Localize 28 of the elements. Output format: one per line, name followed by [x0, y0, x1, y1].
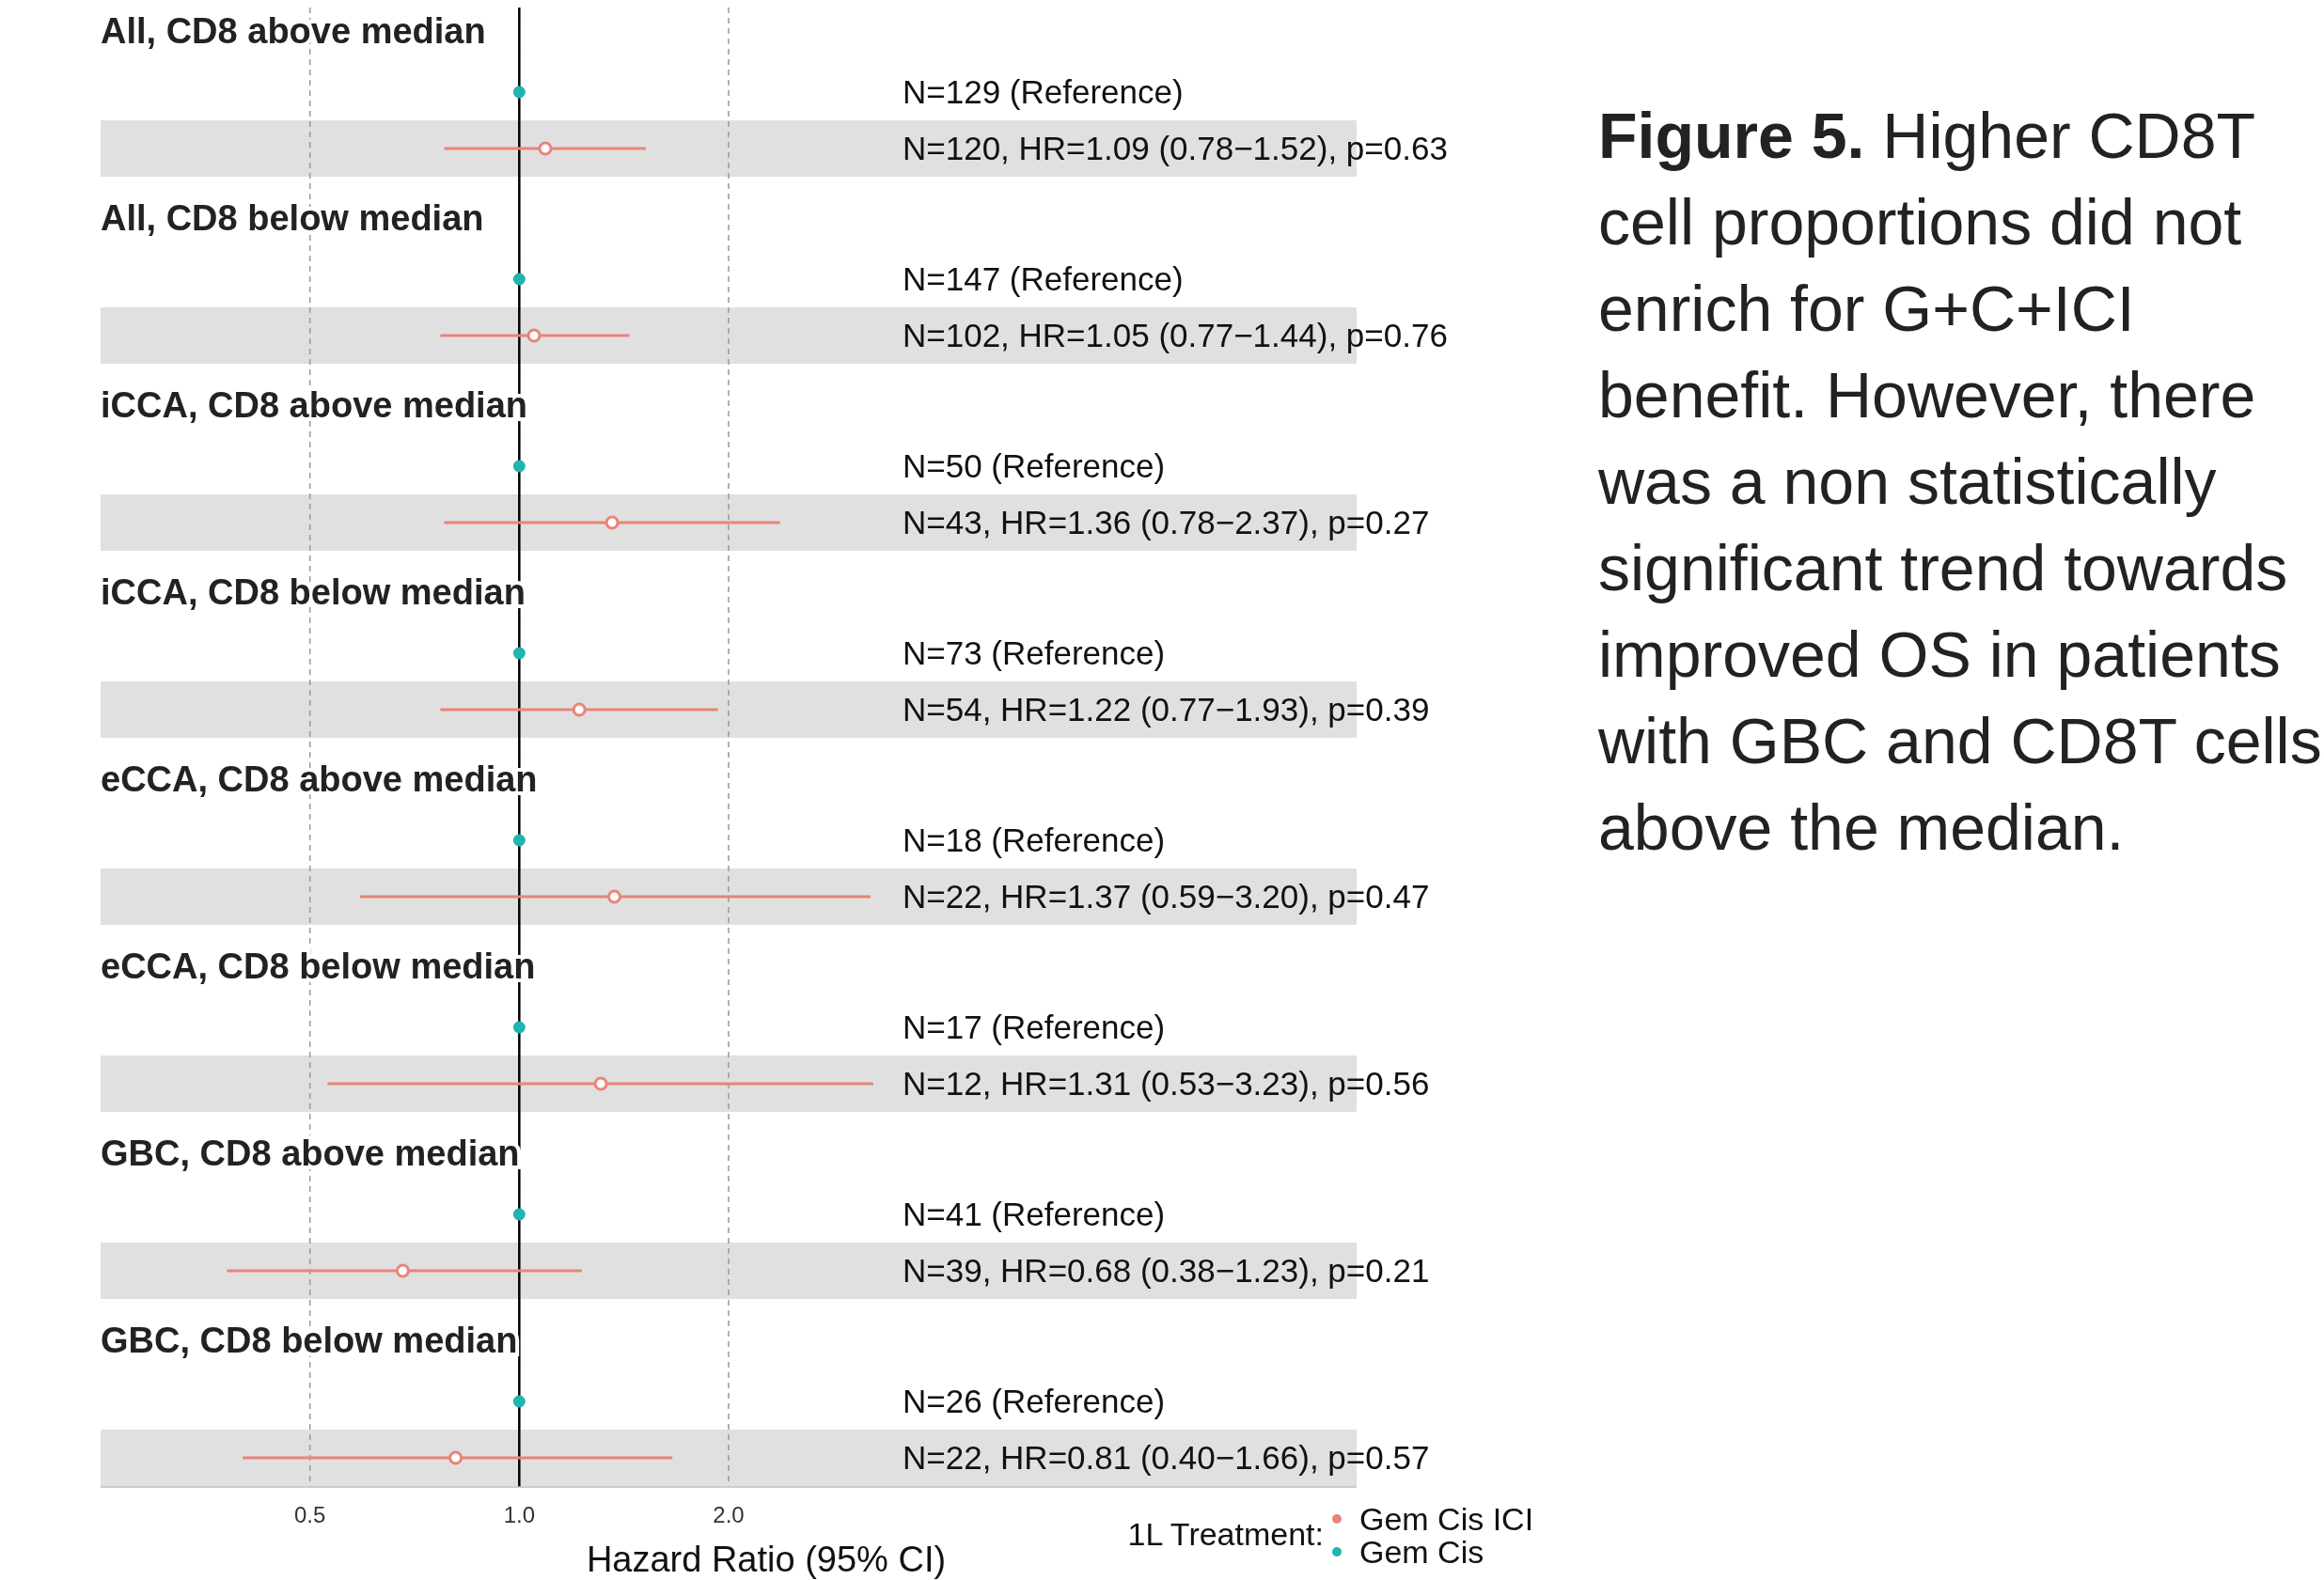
y-tick-label: N=102, HR=1.05 (0.77−1.44), p=0.76 — [903, 317, 1448, 353]
y-tick-label: N=17 (Reference) — [903, 1009, 1166, 1045]
annotation: GBC, CD8 below median — [101, 1321, 518, 1360]
y-tick-label: N=50 (Reference) — [903, 447, 1166, 484]
y-tick-label: N=129 (Reference) — [903, 73, 1184, 110]
y-tick-label: N=22, HR=1.37 (0.59−3.20), p=0.47 — [903, 878, 1430, 915]
y-tick-label: N=26 (Reference) — [903, 1383, 1166, 1419]
annotation: All, CD8 below median — [101, 198, 484, 238]
text: Figure 5. — [1598, 100, 1865, 171]
annotation: GBC, CD8 above median — [101, 1134, 520, 1173]
x-axis-title: Hazard Ratio (95% CI) — [586, 1540, 947, 1579]
y-tick-label: N=73 (Reference) — [903, 634, 1166, 671]
annotation: All, CD8 above median — [101, 11, 486, 51]
y-tick-label: N=54, HR=1.22 (0.77−1.93), p=0.39 — [903, 691, 1430, 727]
x-tick-label: 1.0 — [503, 1502, 536, 1527]
x-tick-label: 0.5 — [293, 1502, 326, 1527]
legend-title: 1L Treatment: — [1127, 1516, 1324, 1552]
y-tick-label: N=39, HR=0.68 (0.38−1.23), p=0.21 — [903, 1252, 1430, 1289]
legend-label: Gem Cis ICI — [1359, 1501, 1534, 1537]
y-tick-label: N=12, HR=1.31 (0.53−3.23), p=0.56 — [903, 1065, 1430, 1102]
y-tick-label: N=18 (Reference) — [903, 821, 1166, 858]
y-tick-label: N=41 (Reference) — [903, 1196, 1166, 1232]
y-tick-label: N=43, HR=1.36 (0.78−2.37), p=0.27 — [903, 504, 1430, 540]
legend-label: Gem Cis — [1359, 1534, 1484, 1570]
y-tick-label: N=147 (Reference) — [903, 260, 1184, 297]
y-tick-label: N=22, HR=0.81 (0.40−1.66), p=0.57 — [903, 1439, 1430, 1476]
y-tick-label: N=120, HR=1.09 (0.78−1.52), p=0.63 — [903, 130, 1448, 166]
x-tick-label: 2.0 — [713, 1502, 745, 1527]
